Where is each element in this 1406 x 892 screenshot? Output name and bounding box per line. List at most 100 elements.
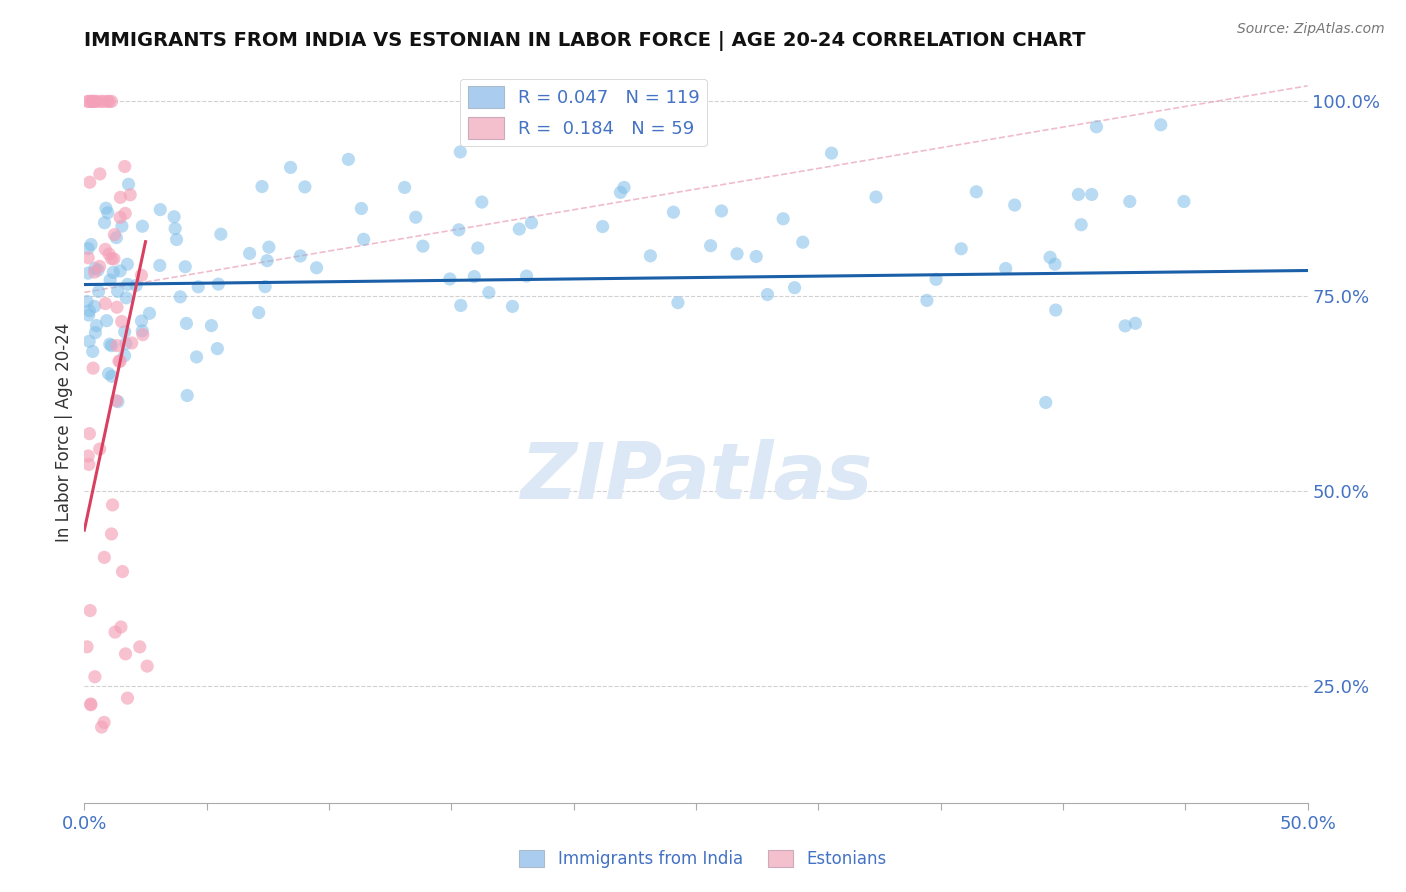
Point (114, 160, 136, 174)
Point (640, 249, 662, 263)
Point (121, 336, 143, 351)
Point (607, 118, 630, 132)
Point (97, 206, 120, 220)
Point (176, 317, 198, 331)
Point (163, 210, 186, 224)
Legend: Immigrants from India, Estonians: Immigrants from India, Estonians (513, 843, 893, 875)
Point (80, 237, 103, 252)
Point (187, 280, 209, 294)
Point (98, 95, 121, 109)
Point (350, 202, 373, 216)
Point (114, 647, 136, 661)
Point (87, 285, 110, 299)
Point (103, 252, 125, 266)
Point (131, 314, 153, 328)
Point (783, 280, 806, 294)
Point (412, 239, 434, 253)
Point (925, 272, 948, 286)
Point (613, 180, 636, 194)
Point (125, 278, 148, 293)
Point (136, 659, 159, 673)
Point (699, 238, 721, 252)
Point (132, 327, 155, 342)
Point (1080, 187, 1102, 202)
Point (100, 252, 122, 266)
Point (1125, 316, 1147, 330)
Point (111, 565, 134, 579)
Point (131, 324, 153, 338)
Point (200, 318, 222, 333)
Point (89, 442, 111, 456)
Point (207, 277, 229, 292)
Point (516, 269, 538, 284)
Point (105, 300, 128, 314)
Text: Source: ZipAtlas.com: Source: ZipAtlas.com (1237, 22, 1385, 37)
Point (107, 394, 129, 409)
Point (80, 697, 103, 711)
Point (83, 670, 105, 684)
Point (1035, 395, 1057, 409)
Point (115, 291, 138, 305)
Point (478, 285, 501, 300)
Point (256, 253, 278, 268)
Text: IMMIGRANTS FROM INDIA VS ESTONIAN IN LABOR FORCE | AGE 20-24 CORRELATION CHART: IMMIGRANTS FROM INDIA VS ESTONIAN IN LAB… (84, 30, 1085, 51)
Point (117, 178, 139, 192)
Point (508, 222, 530, 236)
Point (77, 95, 100, 109)
Point (108, 354, 131, 368)
Point (449, 145, 471, 159)
Point (149, 202, 172, 217)
Point (94, 201, 117, 215)
Point (305, 260, 328, 275)
Point (666, 295, 689, 310)
Point (467, 241, 489, 255)
Point (77, 334, 100, 349)
Point (79, 426, 101, 441)
Point (79, 303, 101, 318)
Point (77, 251, 100, 265)
Point (114, 325, 136, 339)
Point (1070, 218, 1092, 232)
Point (254, 279, 277, 293)
Point (101, 369, 124, 384)
Point (83, 265, 105, 279)
Point (131, 219, 153, 234)
Point (91, 95, 114, 109)
Point (108, 211, 131, 225)
Point (250, 179, 273, 194)
Point (80, 95, 103, 109)
Point (1004, 198, 1026, 212)
Point (93, 216, 115, 230)
Point (93, 715, 115, 730)
Point (405, 211, 427, 225)
Point (79, 603, 101, 617)
Point (394, 180, 416, 194)
Point (207, 342, 229, 356)
Point (501, 299, 523, 313)
Point (104, 625, 127, 640)
Point (105, 230, 128, 244)
Point (1114, 318, 1136, 333)
Point (609, 186, 631, 200)
Point (114, 349, 136, 363)
Point (1039, 250, 1062, 264)
Point (77, 308, 100, 322)
Point (447, 223, 470, 237)
Point (950, 242, 973, 256)
Point (662, 205, 685, 219)
Point (94, 243, 117, 257)
Point (994, 261, 1017, 276)
Point (82, 95, 104, 109)
Point (772, 211, 794, 226)
Point (174, 260, 197, 274)
Point (1045, 303, 1067, 318)
Point (84, 95, 107, 109)
Point (80, 698, 103, 712)
Point (93, 550, 115, 565)
Point (77, 449, 100, 463)
Point (165, 221, 187, 235)
Point (98, 273, 121, 287)
Point (103, 265, 125, 279)
Point (76, 294, 98, 309)
Point (100, 95, 122, 109)
